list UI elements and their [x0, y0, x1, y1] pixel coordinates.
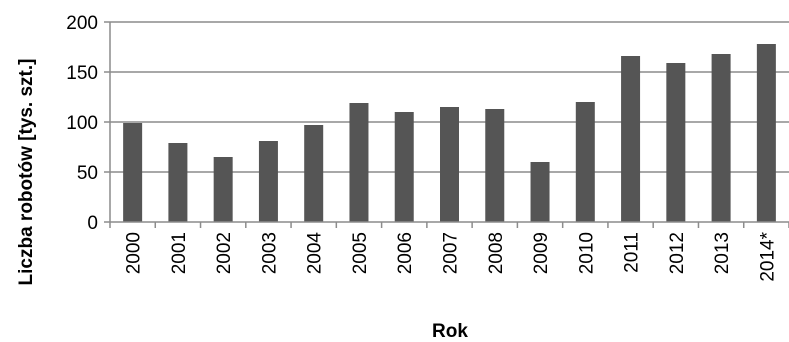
x-tick-label-2005: 2005 — [350, 232, 371, 274]
bar-2007 — [440, 107, 459, 222]
y-tick-label-50: 50 — [77, 163, 98, 184]
x-tick-label-2002: 2002 — [214, 232, 235, 274]
bars — [123, 44, 776, 222]
y-tick-labels: 0 50 100 150 200 — [66, 13, 98, 234]
bar-2006 — [394, 112, 414, 222]
x-tick-label-2012: 2012 — [667, 232, 688, 274]
bar-2011 — [621, 56, 641, 222]
x-tick-labels: 2000 2001 2002 2003 2004 2005 2006 2007 2008 2009… — [124, 231, 779, 281]
x-tick-label-2007: 2007 — [441, 232, 462, 274]
bar-2008 — [485, 109, 505, 222]
x-axis-title: Rok — [432, 321, 468, 342]
y-tick-label-200: 200 — [66, 13, 98, 34]
x-tick-label-2004: 2004 — [305, 232, 326, 275]
y-tick-label-0: 0 — [87, 213, 98, 234]
x-tick-label-2008: 2008 — [486, 232, 507, 274]
x-tick-label-2009: 2009 — [531, 232, 552, 274]
bar-2010 — [575, 102, 595, 222]
x-tick-label-2011: 2011 — [622, 232, 643, 273]
bar-2012 — [666, 63, 686, 222]
bar-2005 — [349, 103, 369, 222]
x-tick-label-2010: 2010 — [576, 232, 597, 274]
bar-2013 — [711, 54, 731, 222]
y-tick-label-100: 100 — [66, 113, 98, 134]
x-tick-label-2000: 2000 — [124, 232, 145, 274]
y-tick-label-150: 150 — [66, 63, 98, 84]
x-tick-label-2003: 2003 — [259, 232, 280, 274]
bar-2009 — [530, 162, 550, 222]
x-tick-label-2013: 2013 — [712, 232, 733, 274]
x-tick-label-2006: 2006 — [395, 232, 416, 274]
bar-2014* — [756, 44, 776, 222]
bar-2004 — [304, 125, 324, 222]
y-axis-title: Liczba robotów [tys. szt.] — [16, 59, 37, 286]
bar-2001 — [168, 143, 188, 222]
bar-2000 — [123, 123, 143, 222]
x-tick-label-2014*: 2014* — [757, 231, 778, 281]
bar-2003 — [258, 141, 278, 222]
axes — [104, 21, 789, 228]
bar-2002 — [213, 157, 233, 222]
x-tick-label-2001: 2001 — [169, 232, 190, 274]
